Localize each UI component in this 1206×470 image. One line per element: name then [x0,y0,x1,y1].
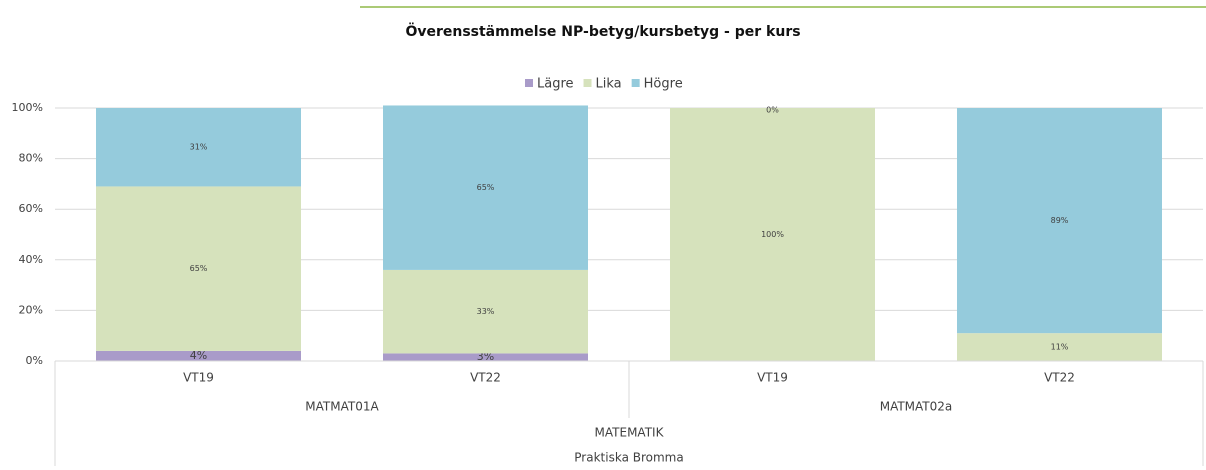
legend-label: Högre [644,77,683,92]
x-tick-label: VT22 [470,371,501,385]
data-label: 33% [477,307,495,316]
data-label: 11% [1051,343,1069,352]
bar-segment [670,108,875,361]
y-tick-label: 80% [19,152,43,165]
data-label: 0% [766,106,779,115]
legend-swatch [583,79,592,87]
x-tick-label: VT19 [757,371,788,385]
y-tick-label: 20% [19,303,43,316]
y-tick-label: 60% [19,202,43,215]
bar-segment [96,350,301,361]
bar-segment [96,186,301,351]
group-label: MATMAT01A [305,400,379,414]
legend-label: Lägre [537,77,574,92]
x-tick-label: VT22 [1044,371,1075,385]
school-label: Praktiska Bromma [574,451,683,465]
data-label: 65% [477,183,495,192]
parent-label: MATEMATIK [595,426,665,440]
data-label: 31% [190,143,208,152]
bar-segment [96,108,301,187]
y-tick-label: 0% [26,354,43,367]
bar-segment [383,269,588,354]
bar-segment [383,105,588,270]
bar-segment [383,353,588,361]
data-label: 4% [190,349,207,362]
x-tick-label: VT19 [183,371,214,385]
chart-title: Överensstämmelse NP-betyg/kursbetyg - pe… [405,22,800,40]
legend-swatch [525,79,533,87]
y-tick-label: 100% [12,101,43,114]
group-label: MATMAT02a [880,400,953,414]
data-label: 65% [190,264,208,273]
y-tick-label: 40% [19,253,43,266]
data-label: 100% [761,230,784,239]
legend-label: Lika [596,77,622,92]
bar-segment [957,108,1162,334]
legend-swatch [631,79,640,87]
bar-segment [957,333,1162,361]
data-label: 89% [1051,216,1069,225]
